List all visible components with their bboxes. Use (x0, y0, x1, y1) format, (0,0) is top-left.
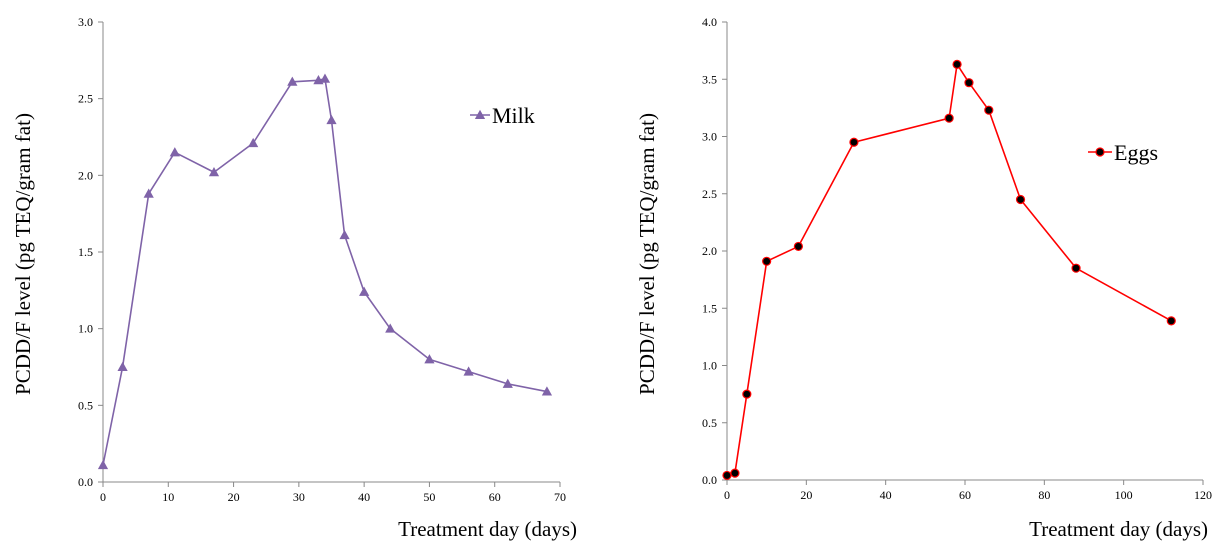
eggs-chart: 0 20 40 60 80 100 120 0.0 0.5 1.0 1.5 2.0 2.5 3.0 3.5… (635, 15, 1212, 541)
data-point (326, 114, 337, 125)
eggs-y-axis-label: PCDD/F level (pg TEQ/gram fat) (635, 113, 659, 395)
milk-chart: 0 10 20 30 40 50 60 70 0.0 0.5 1.0 1.5 2.0 2.5 3.0 Mi… (11, 15, 577, 541)
y-tick-label: 1.0 (78, 322, 93, 336)
milk-x-ticks: 0 10 20 30 40 50 60 70 (100, 482, 566, 504)
data-point (287, 76, 298, 86)
data-point (117, 361, 128, 371)
x-tick-label: 40 (358, 490, 370, 504)
x-tick-label: 120 (1194, 488, 1212, 502)
series-line-milk (102, 77, 548, 466)
y-tick-label: 1.5 (78, 245, 93, 259)
data-point (248, 137, 259, 148)
milk-y-ticks: 0.0 0.5 1.0 1.5 2.0 2.5 3.0 (78, 15, 103, 489)
y-tick-label: 0.0 (702, 473, 717, 487)
x-tick-label: 50 (423, 490, 435, 504)
data-point (359, 286, 370, 296)
eggs-series (722, 59, 1176, 481)
x-tick-label: 70 (554, 490, 566, 504)
y-tick-label: 0.5 (702, 416, 717, 430)
data-point (964, 78, 974, 88)
y-tick-label: 0.5 (78, 398, 93, 412)
milk-legend: Milk (470, 103, 535, 128)
data-point (952, 59, 962, 69)
data-point (541, 386, 553, 396)
x-tick-label: 10 (162, 490, 174, 504)
milk-axes (102, 22, 560, 483)
milk-series (97, 73, 553, 470)
eggs-legend: Eggs (1088, 140, 1158, 165)
y-tick-label: 2.0 (78, 168, 93, 182)
data-point (849, 137, 859, 147)
data-point (944, 113, 954, 123)
eggs-x-ticks: 0 20 40 60 80 100 120 (724, 480, 1212, 502)
milk-y-axis-label: PCDD/F level (pg TEQ/gram fat) (11, 113, 35, 395)
y-tick-label: 0.0 (78, 475, 93, 489)
data-point (742, 389, 752, 399)
x-tick-label: 20 (228, 490, 240, 504)
y-tick-label: 2.5 (78, 92, 93, 106)
data-point (208, 167, 220, 177)
x-tick-label: 100 (1115, 488, 1133, 502)
legend-marker-shape (474, 109, 486, 119)
y-tick-label: 3.5 (702, 72, 717, 86)
data-point (722, 470, 732, 481)
y-tick-label: 1.5 (702, 301, 717, 315)
data-point (424, 354, 435, 364)
data-point (385, 323, 396, 333)
data-point (97, 459, 109, 470)
series-line-eggs (726, 63, 1172, 477)
x-tick-label: 40 (880, 488, 892, 502)
data-point (319, 73, 331, 83)
milk-legend-marker (474, 109, 486, 119)
x-tick-label: 30 (293, 490, 305, 504)
data-point (793, 241, 804, 252)
data-point (1166, 316, 1176, 326)
milk-legend-label: Milk (492, 103, 535, 128)
eggs-legend-marker (1095, 147, 1105, 157)
x-tick-label: 60 (959, 488, 971, 502)
x-tick-label: 20 (800, 488, 812, 502)
data-point (984, 105, 994, 115)
y-tick-label: 3.0 (78, 15, 93, 29)
data-point (463, 366, 474, 376)
data-point (1071, 263, 1081, 273)
eggs-x-axis-label: Treatment day (days) (1029, 517, 1208, 541)
milk-x-axis-label: Treatment day (days) (398, 517, 577, 541)
y-tick-label: 1.0 (702, 359, 717, 373)
x-tick-label: 80 (1038, 488, 1050, 502)
legend-marker-shape (1095, 147, 1105, 157)
data-point (762, 256, 772, 266)
data-point (730, 468, 740, 478)
data-point (339, 229, 350, 240)
x-tick-label: 60 (489, 490, 501, 504)
data-point (1015, 194, 1026, 205)
eggs-legend-label: Eggs (1114, 140, 1158, 165)
data-point (502, 378, 513, 388)
data-point (143, 188, 154, 198)
y-tick-label: 4.0 (702, 15, 717, 29)
y-tick-label: 2.0 (702, 244, 717, 258)
x-tick-label: 0 (724, 488, 730, 502)
y-tick-label: 3.0 (702, 130, 717, 144)
eggs-y-ticks: 0.0 0.5 1.0 1.5 2.0 2.5 3.0 3.5 4.0 (702, 15, 727, 487)
x-tick-label: 0 (100, 490, 106, 504)
data-point (169, 147, 180, 157)
y-tick-label: 2.5 (702, 187, 717, 201)
